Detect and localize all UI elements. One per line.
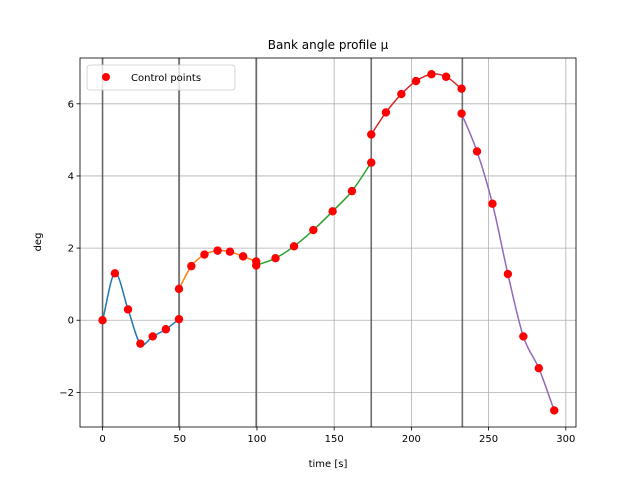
phase-boundaries (101, 58, 464, 427)
control-point-marker (550, 406, 559, 415)
chart-title: Bank angle profile μ (268, 38, 389, 52)
legend-label: Control points (131, 73, 201, 84)
control-point-marker (174, 284, 184, 294)
y-tick-label: 6 (68, 99, 74, 110)
control-point-marker (110, 269, 120, 278)
control-point-marker (309, 225, 318, 235)
plot-area (80, 58, 576, 427)
x-tick-label: 300 (556, 434, 575, 445)
control-point-marker (534, 364, 543, 373)
y-tick-label: 2 (68, 244, 74, 255)
control-point-marker (200, 250, 209, 259)
y-tick-label: 4 (68, 171, 74, 182)
y-axis-label: deg (33, 233, 44, 252)
y-tick-label: 0 (68, 316, 74, 327)
control-points (98, 70, 559, 415)
control-point-marker (381, 108, 391, 117)
control-point-marker (347, 186, 357, 196)
control-point-marker (441, 72, 451, 81)
control-point-marker (503, 269, 513, 279)
control-point-marker (174, 314, 184, 324)
control-point-marker (367, 130, 376, 139)
control-point-marker (238, 252, 248, 261)
x-tick-label: 200 (402, 434, 421, 445)
control-point-marker (213, 246, 222, 255)
legend-box (86, 64, 236, 91)
control-point-marker (397, 89, 406, 99)
control-point-marker (427, 70, 436, 79)
y-tick-label: −2 (59, 388, 74, 399)
control-point-marker (328, 207, 337, 216)
x-tick-label: 150 (325, 434, 344, 445)
legend-marker (102, 73, 110, 81)
grid-lines (80, 58, 576, 427)
x-tick-label: 250 (479, 434, 498, 445)
control-point-marker (98, 316, 107, 325)
control-point-marker (187, 261, 196, 271)
legend: Control points (86, 64, 236, 91)
control-point-marker (161, 325, 171, 334)
control-point-marker (472, 147, 482, 156)
control-point-marker (488, 199, 497, 208)
x-axis-ticks: 0 50 100 150 200 250 300 (99, 427, 575, 445)
control-point-marker (457, 84, 466, 93)
control-point-marker (411, 76, 421, 86)
control-point-marker (289, 242, 299, 251)
x-tick-label: 50 (173, 434, 186, 445)
x-tick-label: 0 (99, 434, 105, 445)
control-point-marker (136, 339, 145, 348)
control-point-marker (148, 332, 157, 341)
axes-frame (79, 57, 577, 428)
control-point-marker (251, 261, 261, 270)
control-point-marker (225, 247, 235, 256)
control-point-marker (367, 158, 376, 167)
control-point-marker (271, 253, 280, 263)
x-axis-label: time [s] (309, 459, 348, 470)
x-tick-label: 100 (247, 434, 266, 445)
control-point-marker (519, 332, 528, 341)
control-point-marker (123, 305, 133, 314)
control-point-marker (457, 109, 466, 118)
y-axis-ticks: −2 0 2 4 6 (59, 99, 80, 399)
